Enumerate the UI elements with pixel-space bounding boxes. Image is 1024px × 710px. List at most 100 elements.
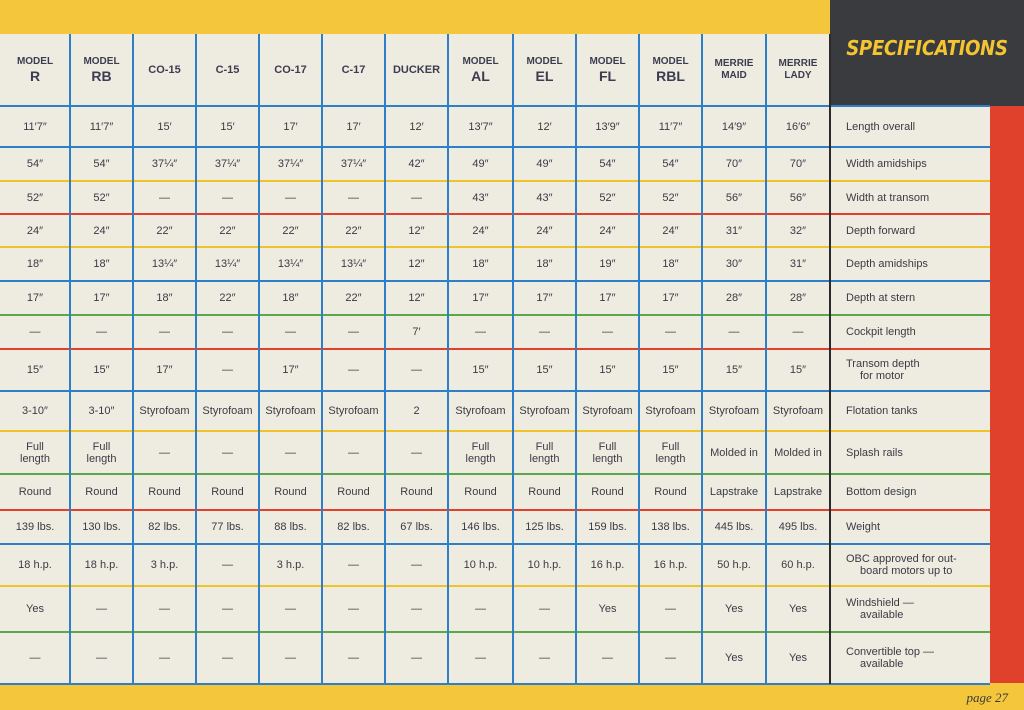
row-label-line1: Bottom design bbox=[846, 486, 917, 498]
table-cell: 17″ bbox=[93, 292, 110, 304]
table-cell: — bbox=[539, 603, 550, 615]
table-cell: — bbox=[285, 326, 296, 338]
column-header-line2: C-17 bbox=[341, 64, 366, 76]
row-label: Depth forward bbox=[846, 214, 915, 247]
row-rule bbox=[0, 585, 990, 587]
column-header-line2: RBL bbox=[656, 67, 685, 84]
spec-sheet bbox=[0, 34, 990, 684]
table-cell: Round bbox=[85, 486, 118, 498]
table-cell: 49″ bbox=[536, 158, 553, 170]
table-cell: Full length bbox=[655, 440, 686, 465]
table-cell: Styrofoam bbox=[772, 405, 824, 417]
table-cell: — bbox=[159, 603, 170, 615]
table-cell: Styrofoam bbox=[519, 405, 570, 417]
row-rule bbox=[0, 631, 990, 633]
column-header: MODEL RBL bbox=[639, 34, 702, 106]
table-cell: Round bbox=[591, 486, 624, 498]
table-cell: 17″ bbox=[662, 292, 679, 304]
table-cell: 70″ bbox=[725, 158, 743, 170]
row-label: Width at transom bbox=[846, 181, 929, 214]
table-cell: Round bbox=[211, 486, 244, 498]
row-label-line1: Depth forward bbox=[846, 224, 916, 237]
table-cell: 15″ bbox=[789, 364, 807, 376]
table-cell: — bbox=[475, 326, 486, 338]
table-cell: Molded in bbox=[774, 446, 822, 459]
table-cell: — bbox=[665, 652, 676, 664]
column-header-line2: CO-15 bbox=[148, 64, 181, 76]
table-cell: 52″ bbox=[93, 191, 110, 204]
table-cell: 24″ bbox=[662, 224, 679, 237]
table-cell: 70″ bbox=[789, 158, 807, 170]
table-cell: — bbox=[159, 191, 170, 204]
table-cell: 3-10″ bbox=[22, 405, 48, 417]
table-cell: 11′7″ bbox=[23, 120, 47, 133]
table-cell: — bbox=[222, 364, 233, 376]
table-cell: — bbox=[475, 603, 486, 615]
table-cell: — bbox=[222, 446, 233, 459]
table-cell: 2 bbox=[413, 405, 420, 417]
table-cell: 495 lbs. bbox=[778, 521, 818, 533]
table-cell: 32″ bbox=[789, 224, 807, 237]
column-header-line2: R bbox=[29, 67, 41, 84]
table-cell: 11′7″ bbox=[89, 120, 114, 133]
table-cell: — bbox=[159, 446, 170, 459]
table-cell: 13¼″ bbox=[151, 258, 178, 270]
table-cell: 22″ bbox=[282, 224, 299, 237]
column-header: MODEL FL bbox=[576, 34, 639, 106]
table-cell: 15′ bbox=[157, 120, 172, 133]
table-cell: 31″ bbox=[789, 258, 807, 270]
table-cell: Round bbox=[337, 486, 370, 498]
table-cell: — bbox=[29, 326, 41, 338]
table-cell: 18″ bbox=[93, 258, 110, 270]
table-cell: 22″ bbox=[345, 224, 362, 237]
table-cell: — bbox=[728, 326, 740, 338]
table-cell: Styrofoam bbox=[455, 405, 506, 417]
table-cell: — bbox=[159, 652, 170, 664]
row-rule bbox=[0, 543, 990, 545]
row-label: Convertible top — available bbox=[846, 632, 934, 684]
table-cell: 15″ bbox=[26, 364, 44, 376]
table-cell: 24″ bbox=[536, 224, 553, 237]
table-cell: 50 h.p. bbox=[717, 559, 751, 571]
table-cell: 24″ bbox=[599, 224, 616, 237]
table-cell: 12′ bbox=[409, 120, 424, 133]
table-cell: Round bbox=[400, 486, 433, 498]
table-cell: 3 h.p. bbox=[150, 559, 179, 571]
title-banner bbox=[830, 0, 1024, 106]
row-rule bbox=[0, 280, 990, 282]
row-label-line2: available bbox=[860, 609, 904, 621]
table-cell: 54″ bbox=[599, 158, 616, 170]
table-cell: 77 lbs. bbox=[211, 521, 244, 533]
table-cell: 13′9″ bbox=[595, 120, 620, 133]
column-header-line2: C-15 bbox=[215, 64, 240, 76]
column-rule bbox=[638, 34, 640, 684]
column-rule bbox=[829, 34, 831, 684]
table-cell: 49″ bbox=[472, 158, 489, 170]
table-cell: Round bbox=[654, 486, 687, 498]
column-header: MODEL RB bbox=[70, 34, 133, 106]
table-cell: 15″ bbox=[93, 364, 110, 376]
table-cell: — bbox=[222, 559, 233, 571]
table-cell: Yes bbox=[598, 603, 617, 615]
table-cell: 60 h.p. bbox=[781, 559, 815, 571]
table-cell: 37¼″ bbox=[214, 158, 241, 170]
table-cell: Yes bbox=[789, 603, 807, 615]
table-cell: Round bbox=[464, 486, 497, 498]
row-label: Transom depth for motor bbox=[846, 349, 920, 391]
table-cell: 18″ bbox=[156, 292, 173, 304]
table-cell: Full length bbox=[592, 440, 623, 465]
column-rule bbox=[384, 34, 386, 684]
column-header-line1: MODEL bbox=[83, 55, 120, 67]
table-cell: 7′ bbox=[412, 326, 421, 338]
table-cell: 82 lbs. bbox=[148, 521, 181, 533]
row-rule bbox=[0, 430, 990, 432]
table-cell: 16′6″ bbox=[785, 120, 811, 133]
column-header: DUCKER bbox=[385, 34, 448, 106]
row-label-line1: Flotation tanks bbox=[846, 405, 918, 417]
table-cell: — bbox=[348, 191, 359, 204]
row-rule bbox=[0, 314, 990, 316]
row-label: Width amidships bbox=[846, 147, 927, 181]
table-cell: 12″ bbox=[408, 258, 425, 270]
table-cell: 22″ bbox=[219, 224, 236, 237]
column-header: MERRIE MAID bbox=[702, 34, 766, 106]
